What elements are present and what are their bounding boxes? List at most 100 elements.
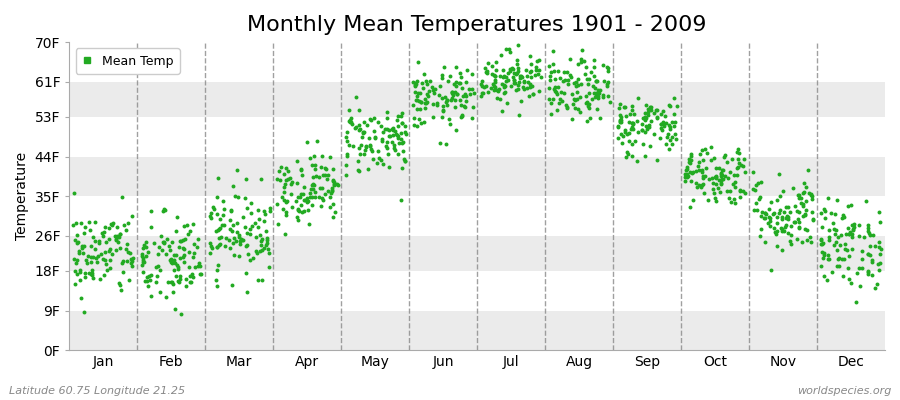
Mean Temp bbox=[873, 260, 887, 266]
Mean Temp bbox=[465, 71, 480, 78]
Mean Temp bbox=[835, 273, 850, 280]
Mean Temp bbox=[455, 112, 470, 119]
Mean Temp bbox=[613, 118, 627, 125]
Mean Temp bbox=[478, 65, 492, 71]
Mean Temp bbox=[223, 208, 238, 214]
Mean Temp bbox=[804, 238, 818, 245]
Mean Temp bbox=[308, 166, 322, 172]
Mean Temp bbox=[408, 82, 422, 89]
Mean Temp bbox=[639, 123, 653, 130]
Mean Temp bbox=[788, 219, 802, 226]
Mean Temp bbox=[712, 177, 726, 183]
Mean Temp bbox=[783, 241, 797, 248]
Mean Temp bbox=[106, 220, 121, 226]
Mean Temp bbox=[370, 160, 384, 166]
Mean Temp bbox=[364, 142, 378, 148]
Mean Temp bbox=[306, 186, 320, 192]
Mean Temp bbox=[513, 73, 527, 80]
Mean Temp bbox=[659, 120, 673, 126]
Mean Temp bbox=[783, 209, 797, 215]
Mean Temp bbox=[412, 116, 427, 122]
Mean Temp bbox=[655, 127, 670, 133]
Mean Temp bbox=[872, 267, 886, 273]
Mean Temp bbox=[790, 216, 805, 222]
Mean Temp bbox=[579, 64, 593, 70]
Mean Temp bbox=[435, 113, 449, 120]
Mean Temp bbox=[562, 77, 576, 83]
Mean Temp bbox=[435, 95, 449, 101]
Mean Temp bbox=[814, 237, 829, 244]
Mean Temp bbox=[344, 115, 358, 122]
Mean Temp bbox=[581, 104, 596, 111]
Mean Temp bbox=[481, 60, 495, 66]
Mean Temp bbox=[720, 175, 734, 182]
Mean Temp bbox=[358, 147, 373, 154]
Mean Temp bbox=[203, 213, 218, 220]
Mean Temp bbox=[340, 152, 355, 159]
Mean Temp bbox=[860, 251, 875, 257]
Mean Temp bbox=[639, 114, 653, 121]
Mean Temp bbox=[614, 117, 628, 123]
Mean Temp bbox=[792, 192, 806, 198]
Mean Temp bbox=[379, 143, 393, 149]
Mean Temp bbox=[110, 233, 124, 240]
Mean Temp bbox=[144, 224, 158, 230]
Mean Temp bbox=[846, 227, 860, 233]
Mean Temp bbox=[542, 96, 556, 102]
Mean Temp bbox=[418, 104, 432, 111]
Mean Temp bbox=[613, 118, 627, 124]
Mean Temp bbox=[211, 174, 225, 181]
Mean Temp bbox=[649, 157, 663, 164]
Mean Temp bbox=[253, 248, 267, 254]
Mean Temp bbox=[749, 182, 763, 188]
Mean Temp bbox=[289, 198, 303, 204]
Mean Temp bbox=[232, 234, 247, 240]
Mean Temp bbox=[709, 181, 724, 187]
Mean Temp bbox=[532, 88, 546, 94]
Mean Temp bbox=[657, 122, 671, 129]
Mean Temp bbox=[865, 256, 879, 263]
Mean Temp bbox=[380, 114, 394, 121]
Mean Temp bbox=[494, 51, 508, 58]
Mean Temp bbox=[840, 247, 854, 253]
Mean Temp bbox=[274, 194, 289, 201]
Mean Temp bbox=[616, 104, 631, 110]
Mean Temp bbox=[181, 231, 195, 237]
Mean Temp bbox=[85, 270, 99, 276]
Mean Temp bbox=[111, 239, 125, 246]
Mean Temp bbox=[279, 176, 293, 183]
Mean Temp bbox=[627, 138, 642, 144]
Mean Temp bbox=[417, 71, 431, 77]
Mean Temp bbox=[712, 164, 726, 171]
Mean Temp bbox=[860, 225, 875, 231]
Mean Temp bbox=[83, 227, 97, 234]
Mean Temp bbox=[344, 119, 358, 125]
Bar bbox=[69, 82, 885, 117]
Mean Temp bbox=[326, 214, 340, 221]
Mean Temp bbox=[587, 64, 601, 70]
Mean Temp bbox=[837, 214, 851, 220]
Mean Temp bbox=[524, 61, 538, 68]
Mean Temp bbox=[248, 247, 263, 254]
Mean Temp bbox=[116, 222, 130, 228]
Mean Temp bbox=[363, 116, 377, 122]
Mean Temp bbox=[600, 78, 615, 85]
Mean Temp bbox=[277, 188, 292, 195]
Mean Temp bbox=[638, 114, 652, 120]
Mean Temp bbox=[640, 126, 654, 132]
Mean Temp bbox=[74, 295, 88, 301]
Mean Temp bbox=[783, 238, 797, 244]
Mean Temp bbox=[657, 112, 671, 119]
Mean Temp bbox=[548, 84, 562, 90]
Mean Temp bbox=[313, 203, 328, 210]
Mean Temp bbox=[498, 84, 512, 90]
Mean Temp bbox=[392, 140, 406, 146]
Mean Temp bbox=[851, 222, 866, 228]
Mean Temp bbox=[462, 86, 476, 92]
Mean Temp bbox=[503, 66, 517, 72]
Mean Temp bbox=[738, 169, 752, 176]
Mean Temp bbox=[217, 222, 231, 229]
Mean Temp bbox=[408, 80, 422, 87]
Mean Temp bbox=[509, 70, 524, 77]
Mean Temp bbox=[583, 114, 598, 121]
